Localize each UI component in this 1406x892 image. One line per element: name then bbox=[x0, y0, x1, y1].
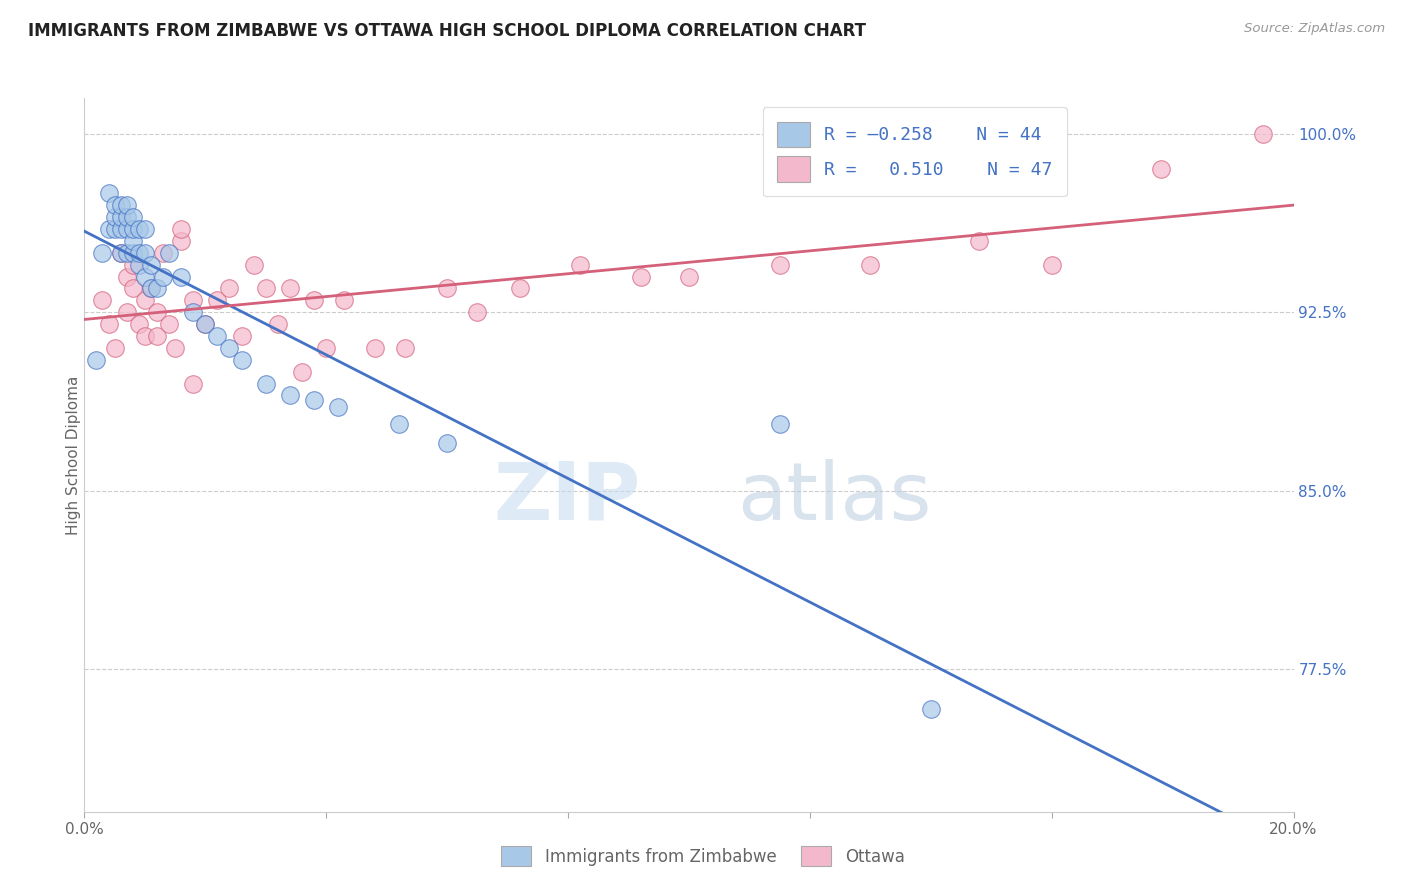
Point bbox=[363, 341, 385, 355]
Point bbox=[254, 281, 277, 295]
Point bbox=[115, 269, 138, 284]
Text: atlas: atlas bbox=[737, 458, 932, 537]
Point bbox=[128, 222, 150, 236]
Point bbox=[110, 210, 132, 224]
Point bbox=[110, 222, 132, 236]
Point bbox=[859, 258, 882, 272]
Point bbox=[97, 317, 120, 331]
Point bbox=[769, 258, 792, 272]
Point bbox=[170, 269, 193, 284]
Point bbox=[569, 258, 592, 272]
Point bbox=[181, 293, 204, 308]
Point bbox=[165, 341, 187, 355]
Legend: Immigrants from Zimbabwe, Ottawa: Immigrants from Zimbabwe, Ottawa bbox=[494, 838, 912, 875]
Point bbox=[121, 210, 143, 224]
Point bbox=[920, 702, 942, 716]
Point bbox=[333, 293, 356, 308]
Point bbox=[139, 281, 162, 295]
Point bbox=[1040, 258, 1063, 272]
Point bbox=[110, 198, 132, 212]
Point bbox=[121, 258, 143, 272]
Point bbox=[104, 210, 127, 224]
Point bbox=[152, 269, 174, 284]
Point bbox=[152, 245, 174, 260]
Point bbox=[1149, 162, 1171, 177]
Point bbox=[207, 293, 229, 308]
Legend: R = –0.258    N = 44, R =   0.510    N = 47: R = –0.258 N = 44, R = 0.510 N = 47 bbox=[762, 107, 1067, 196]
Point bbox=[181, 305, 204, 319]
Point bbox=[91, 293, 114, 308]
Point bbox=[121, 281, 143, 295]
Point bbox=[128, 245, 150, 260]
Point bbox=[97, 186, 120, 201]
Point bbox=[302, 393, 325, 408]
Point bbox=[278, 281, 301, 295]
Point bbox=[104, 341, 127, 355]
Point bbox=[86, 352, 108, 367]
Point bbox=[134, 245, 156, 260]
Point bbox=[115, 222, 138, 236]
Point bbox=[115, 305, 138, 319]
Y-axis label: High School Diploma: High School Diploma bbox=[66, 376, 80, 534]
Point bbox=[157, 317, 180, 331]
Point bbox=[110, 245, 132, 260]
Point bbox=[134, 222, 156, 236]
Point bbox=[218, 281, 240, 295]
Point bbox=[157, 245, 180, 260]
Point bbox=[231, 329, 253, 343]
Point bbox=[115, 210, 138, 224]
Point bbox=[315, 341, 337, 355]
Point bbox=[139, 258, 162, 272]
Point bbox=[134, 329, 156, 343]
Point bbox=[146, 305, 169, 319]
Point bbox=[436, 281, 458, 295]
Point bbox=[128, 258, 150, 272]
Text: Source: ZipAtlas.com: Source: ZipAtlas.com bbox=[1244, 22, 1385, 36]
Point bbox=[170, 234, 193, 248]
Point bbox=[630, 269, 652, 284]
Point bbox=[769, 417, 792, 431]
Text: IMMIGRANTS FROM ZIMBABWE VS OTTAWA HIGH SCHOOL DIPLOMA CORRELATION CHART: IMMIGRANTS FROM ZIMBABWE VS OTTAWA HIGH … bbox=[28, 22, 866, 40]
Text: ZIP: ZIP bbox=[494, 458, 641, 537]
Point bbox=[115, 198, 138, 212]
Point bbox=[967, 234, 990, 248]
Point bbox=[146, 281, 169, 295]
Point bbox=[509, 281, 531, 295]
Point bbox=[218, 341, 240, 355]
Point bbox=[146, 329, 169, 343]
Point bbox=[231, 352, 253, 367]
Point bbox=[181, 376, 204, 391]
Point bbox=[134, 293, 156, 308]
Point bbox=[278, 388, 301, 402]
Point bbox=[110, 245, 132, 260]
Point bbox=[328, 401, 350, 415]
Point bbox=[121, 234, 143, 248]
Point bbox=[267, 317, 290, 331]
Point bbox=[128, 317, 150, 331]
Point bbox=[194, 317, 217, 331]
Point bbox=[242, 258, 264, 272]
Point bbox=[436, 436, 458, 450]
Point bbox=[254, 376, 277, 391]
Point bbox=[91, 245, 114, 260]
Point bbox=[302, 293, 325, 308]
Point bbox=[1253, 127, 1275, 141]
Point bbox=[467, 305, 489, 319]
Point bbox=[678, 269, 700, 284]
Point bbox=[104, 198, 127, 212]
Point bbox=[97, 222, 120, 236]
Point bbox=[170, 222, 193, 236]
Point bbox=[121, 245, 143, 260]
Point bbox=[134, 269, 156, 284]
Point bbox=[394, 341, 416, 355]
Point bbox=[388, 417, 411, 431]
Point bbox=[194, 317, 217, 331]
Point bbox=[207, 329, 229, 343]
Point bbox=[139, 281, 162, 295]
Point bbox=[291, 365, 314, 379]
Point bbox=[121, 222, 143, 236]
Point bbox=[104, 222, 127, 236]
Point bbox=[115, 245, 138, 260]
